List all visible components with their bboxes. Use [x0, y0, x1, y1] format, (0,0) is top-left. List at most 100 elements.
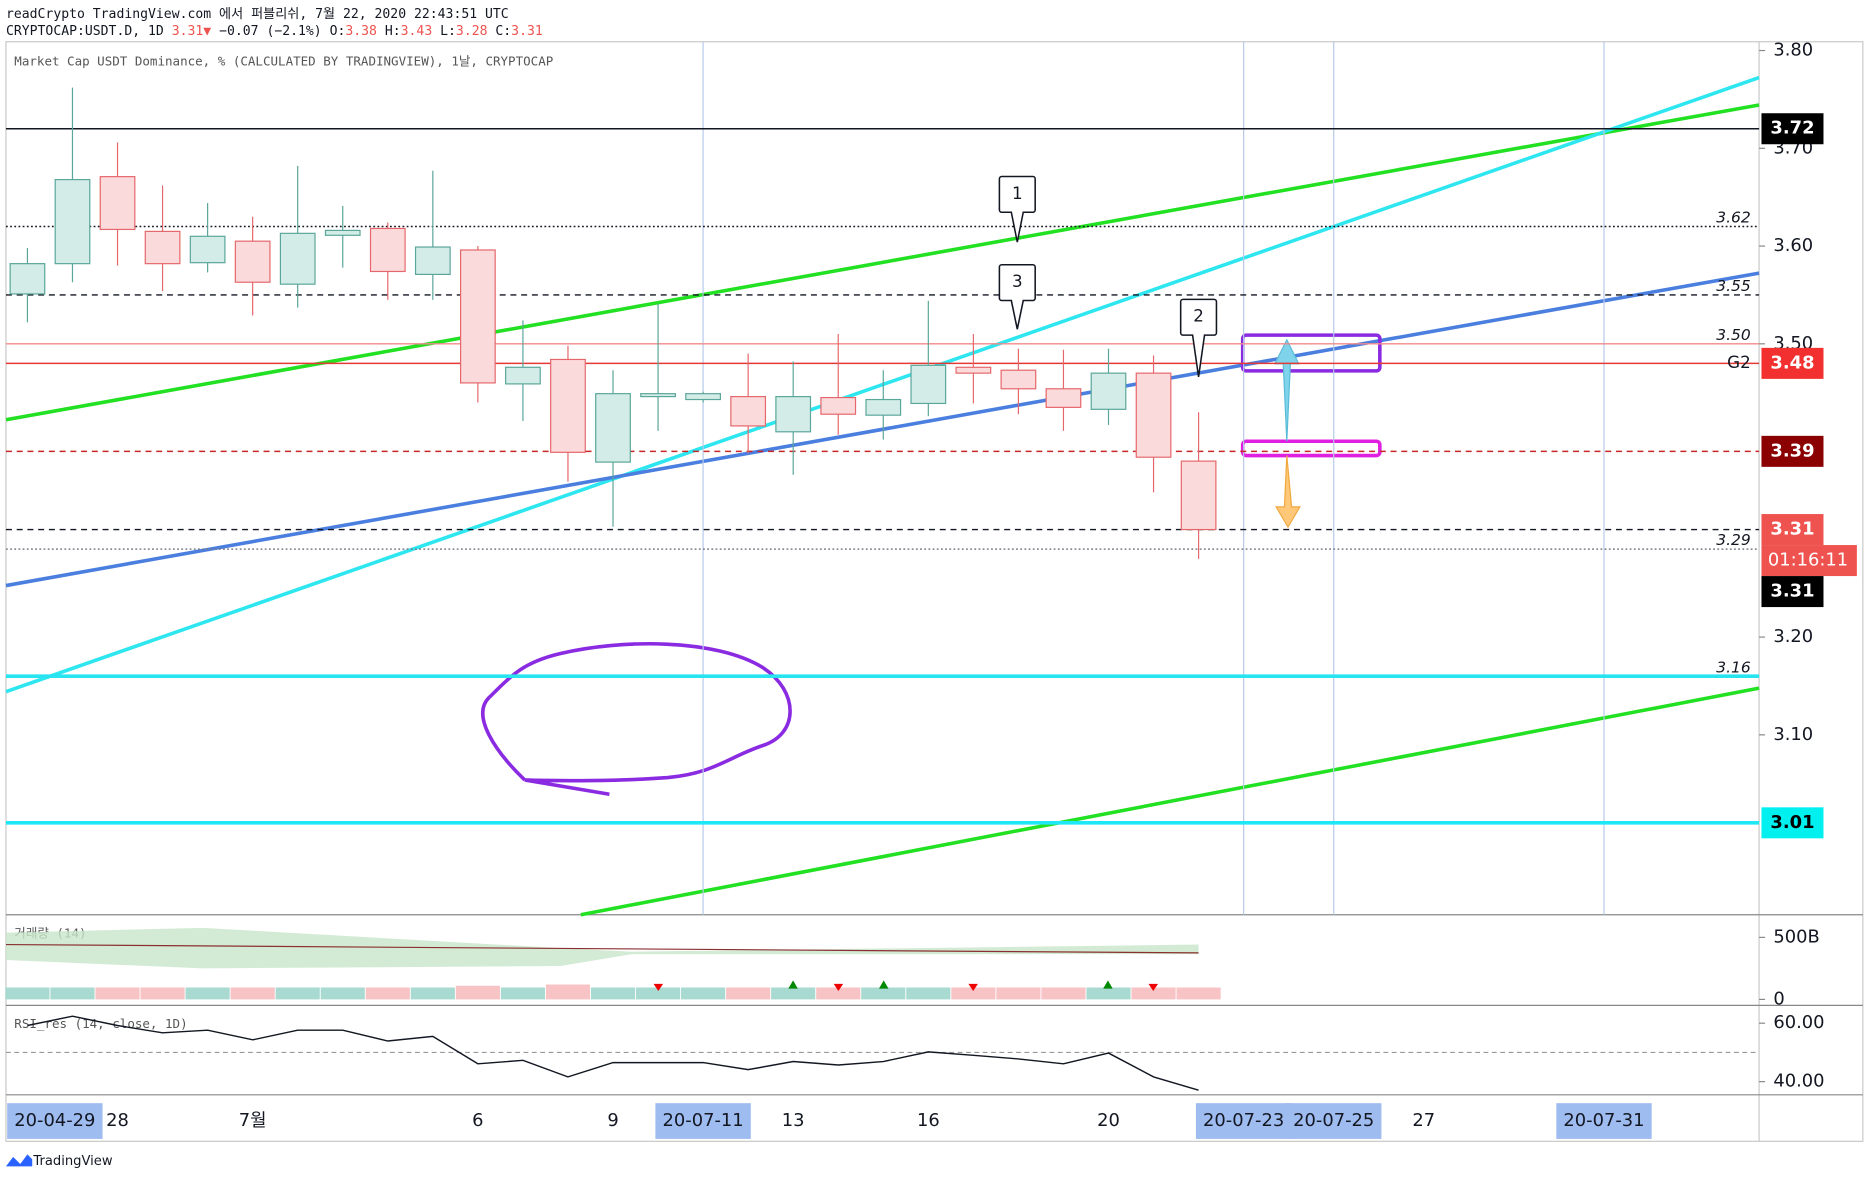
quote-part: 3.38: [345, 24, 377, 39]
candle-body: [775, 396, 812, 433]
candle-body: [955, 366, 992, 374]
candle-body: [595, 393, 631, 463]
candle-body: [1000, 369, 1037, 390]
price-box-label: 3.48: [1770, 352, 1814, 373]
last-box: [1761, 576, 1824, 608]
candle-body: [54, 178, 91, 265]
price-box: [1761, 514, 1824, 546]
quote-part: 3.43: [401, 24, 433, 39]
volume-bar: [545, 984, 591, 1000]
volume-bar: [50, 987, 95, 1000]
x-label-box: [7, 1103, 103, 1139]
x-tick-label: 27: [1412, 1110, 1435, 1131]
callout: [998, 175, 1036, 243]
price-box: [1761, 435, 1824, 467]
marker: [653, 983, 664, 992]
price-box-label: 3.31: [1770, 519, 1814, 540]
x-tick-label: 9: [607, 1110, 618, 1131]
candle-body: [144, 230, 181, 265]
trend-line: [5, 103, 1760, 422]
candle-body: [324, 229, 361, 236]
y-tick-label: 500B: [1773, 926, 1819, 947]
volume-bar: [861, 987, 906, 1000]
price-box: [1761, 113, 1824, 145]
y-tick-label: 0: [1773, 988, 1784, 1009]
candle-body: [685, 393, 721, 401]
volume-bar: [816, 987, 861, 1000]
volume-bar: [1086, 987, 1131, 1000]
x-tick-label: 7월: [239, 1110, 267, 1131]
volume-bar: [1041, 987, 1086, 1000]
volume-bar: [320, 987, 365, 1000]
x-tick-label: 16: [917, 1110, 940, 1131]
level-label: 3.29: [1716, 531, 1751, 549]
candle-body: [1045, 388, 1082, 408]
logo: TradingView: [5, 1154, 113, 1169]
marker: [788, 980, 798, 989]
quote-part: C:: [487, 24, 511, 39]
marker: [1103, 980, 1113, 989]
volume-bar: [681, 987, 726, 1000]
candle-body: [459, 249, 496, 384]
y-tick-label: 60.00: [1773, 1012, 1824, 1033]
quote-part: L:: [432, 24, 456, 39]
quote-part: 3.31: [172, 24, 204, 39]
level-label: 3.62: [1716, 209, 1751, 227]
y-tick-label: 3.80: [1773, 40, 1813, 61]
volume-bar: [500, 987, 545, 1000]
candle-body: [99, 176, 136, 231]
candle-body: [550, 358, 586, 453]
drawings: [5, 75, 1760, 969]
last-label: 3.31: [1770, 581, 1814, 602]
candle-body: [189, 235, 226, 264]
x-tick-label: 28: [106, 1110, 129, 1131]
crosshair-label: 20-04-29: [14, 1110, 95, 1131]
volume-bar: [185, 987, 230, 1000]
volume-bar: [5, 987, 50, 1000]
volume-bar: [590, 987, 636, 1000]
volume-bar: [140, 987, 185, 1000]
volume-bar: [996, 987, 1041, 1000]
volume-ma-band: [5, 927, 1199, 969]
quote-part: −0.07 (−2.1%): [219, 24, 329, 39]
trend-line: [5, 271, 1760, 588]
countdown-box: [1761, 545, 1857, 577]
box-drawing: [1240, 333, 1382, 373]
candle-body: [9, 263, 46, 295]
candle-body: [1135, 372, 1172, 458]
volume-bar: [455, 985, 500, 1000]
callout-label: 2: [1193, 307, 1204, 326]
volume-bar: [230, 987, 275, 1000]
countdown: 01:16:11: [1768, 550, 1848, 571]
x-label-box: [1286, 1103, 1382, 1139]
candle-body: [640, 393, 676, 398]
volume-markers: [653, 980, 1159, 992]
logo-icon: [5, 1154, 33, 1167]
y-tick-label: 40.00: [1773, 1071, 1824, 1092]
logo-text: TradingView: [32, 1154, 112, 1169]
volume-bar: [726, 987, 771, 1000]
volume-bar: [906, 987, 951, 1000]
volume-bar: [635, 987, 681, 1000]
volume-bar: [410, 987, 455, 1000]
volume-ma: [5, 943, 1199, 954]
x-tick-label: 20-07-31: [1563, 1110, 1644, 1131]
candle-body: [234, 240, 271, 283]
x-label-box: [655, 1103, 751, 1139]
volume-bar: [95, 987, 140, 1000]
callout: [1179, 298, 1218, 377]
level-label: 3.16: [1716, 658, 1751, 676]
y-tick-label: 3.10: [1773, 724, 1813, 745]
price-box-label: 3.39: [1770, 440, 1814, 461]
y-tick-label: 3.20: [1773, 626, 1813, 647]
callout: [998, 263, 1036, 330]
hand-drawing: [481, 642, 792, 797]
y-tick-label: 3.60: [1773, 235, 1813, 256]
price-box: [1761, 347, 1824, 379]
price-box: [1761, 807, 1824, 839]
volume-bar: [951, 987, 996, 1000]
candle-body: [505, 366, 541, 385]
x-tick-label: 6: [472, 1110, 483, 1131]
